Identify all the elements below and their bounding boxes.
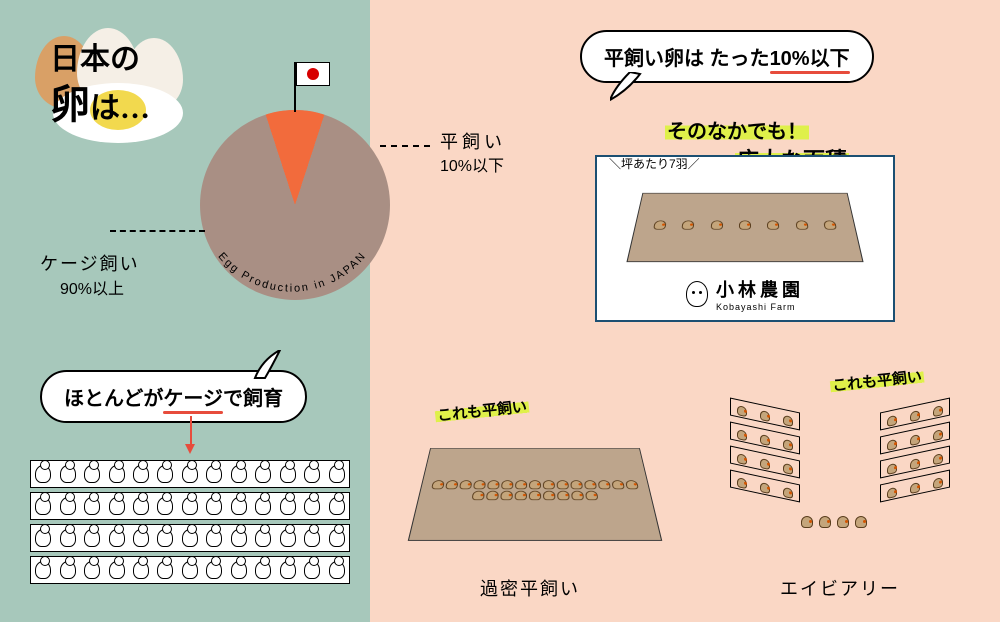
farm-card: ＼坪あたり7羽／ 小林農園 Kobayashi Farm <box>595 155 895 322</box>
bubble-l-post: で飼育 <box>223 388 283 410</box>
title-line2: 卵は… <box>50 79 150 131</box>
cage-illustration <box>30 460 350 588</box>
flag-dot-icon <box>307 68 319 80</box>
title-line1: 日本の <box>50 40 150 79</box>
title-line2-post: は… <box>90 92 150 125</box>
caption-aviary: エイビアリー <box>780 575 900 601</box>
title-egg-word: 卵 <box>50 82 90 127</box>
cage-row <box>30 492 350 520</box>
bubble-tr-pre: 平飼い卵は たった <box>604 48 770 70</box>
brand-jp: 小林農園 <box>716 276 804 302</box>
farm-logo-face-icon <box>686 281 708 307</box>
infographic-root: 日本の 卵は… Egg Production in JAPAN 平飼い 10%以… <box>0 0 1000 622</box>
bubble-tr-tail <box>610 72 650 102</box>
brand-en: Kobayashi Farm <box>716 302 804 312</box>
crowded-illustration <box>420 430 650 560</box>
aviary-shelf-right <box>880 398 950 509</box>
arrow-to-cage-head <box>185 444 195 454</box>
cage-row <box>30 524 350 552</box>
page-title: 日本の 卵は… <box>50 40 150 131</box>
aviary-floor-birds <box>800 515 868 529</box>
farm-logo: 小林農園 Kobayashi Farm <box>611 276 879 312</box>
japan-flag <box>296 62 330 86</box>
farm-pen <box>626 192 863 261</box>
cage-row <box>30 556 350 584</box>
arrow-to-cage-line <box>190 416 192 446</box>
aviary-shelf-left <box>730 398 800 509</box>
leader-cage <box>110 230 205 232</box>
bubble-l-tail <box>250 350 290 380</box>
bubble-l-hl: ケージ <box>163 388 223 410</box>
density-note: ＼坪あたり7羽／ <box>609 155 700 172</box>
pie-arc-label: Egg Production in JAPAN <box>185 95 405 320</box>
bubble-tr-hl: 10%以下 <box>770 48 850 70</box>
label-freerange-sub: 10%以下 <box>440 152 504 176</box>
label-cage-sub: 90%以上 <box>60 275 124 299</box>
leader-freerange <box>380 145 430 147</box>
farm-heading1: そのなかでも！ <box>665 115 809 144</box>
bubble-l-pre: ほとんどが <box>64 388 163 410</box>
aviary-illustration <box>730 405 960 565</box>
cage-row <box>30 460 350 488</box>
caption-crowded: 過密平飼い <box>480 575 580 601</box>
label-freerange: 平飼い <box>440 128 506 154</box>
arc-text: Egg Production in JAPAN <box>215 249 368 294</box>
label-cage: ケージ飼い <box>40 250 140 276</box>
